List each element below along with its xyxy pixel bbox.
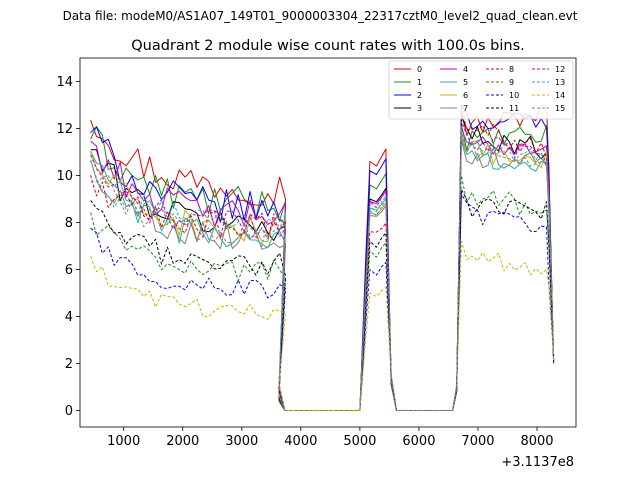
y-tick-label: 10	[56, 169, 73, 184]
x-tick-label: 3000	[225, 434, 258, 449]
legend-label-15: 15	[555, 104, 565, 113]
series-line-10	[90, 193, 555, 411]
legend-label-10: 10	[509, 91, 519, 100]
legend-label-2: 2	[417, 91, 422, 100]
y-tick-label: 2	[65, 357, 73, 372]
x-offset-label: +3.1137e8	[501, 455, 574, 470]
series-line-4	[90, 128, 555, 411]
axis-ticks: 1000 2000 3000 4000 5000 6000 7000 8000 0 2 4 6 8 10 1…	[56, 75, 553, 449]
plot-area	[90, 104, 555, 411]
series-line-7	[90, 139, 555, 411]
legend-label-3: 3	[417, 104, 422, 113]
chart-title: Quadrant 2 module wise count rates with …	[131, 38, 525, 54]
legend-label-11: 11	[509, 104, 519, 113]
y-tick-label: 14	[56, 75, 73, 90]
series-line-12	[90, 121, 555, 411]
legend-label-9: 9	[509, 78, 514, 87]
legend-label-4: 4	[463, 65, 468, 74]
y-tick-label: 4	[65, 310, 73, 325]
y-tick-label: 6	[65, 263, 73, 278]
series-line-14	[90, 240, 555, 411]
legend-label-8: 8	[509, 65, 514, 74]
x-tick-label: 6000	[402, 434, 435, 449]
legend-box	[388, 60, 574, 120]
x-tick-label: 8000	[520, 434, 553, 449]
y-tick-label: 12	[56, 122, 73, 137]
series-line-3	[90, 116, 555, 411]
series-line-1	[90, 123, 555, 411]
x-tick-label: 4000	[284, 434, 317, 449]
legend-label-13: 13	[555, 78, 565, 87]
series-line-15	[90, 130, 555, 411]
legend-label-1: 1	[417, 78, 422, 87]
series-line-13	[90, 125, 555, 411]
series-line-11	[90, 189, 555, 411]
legend-label-0: 0	[417, 65, 422, 74]
x-tick-label: 2000	[166, 434, 199, 449]
legend-label-6: 6	[463, 91, 468, 100]
legend-label-12: 12	[555, 65, 565, 74]
x-tick-label: 1000	[107, 434, 140, 449]
legend-label-14: 14	[555, 91, 565, 100]
x-tick-label: 5000	[343, 434, 376, 449]
y-tick-label: 8	[65, 216, 73, 231]
legend-label-7: 7	[463, 104, 468, 113]
y-tick-label: 0	[65, 404, 73, 419]
chart-suptitle: Data file: modeM0/AS1A07_149T01_90000033…	[63, 9, 578, 23]
x-tick-label: 7000	[461, 434, 494, 449]
legend-label-5: 5	[463, 78, 468, 87]
series-line-9	[90, 175, 555, 411]
plot-frame	[79, 57, 577, 428]
series-line-6	[90, 132, 555, 411]
